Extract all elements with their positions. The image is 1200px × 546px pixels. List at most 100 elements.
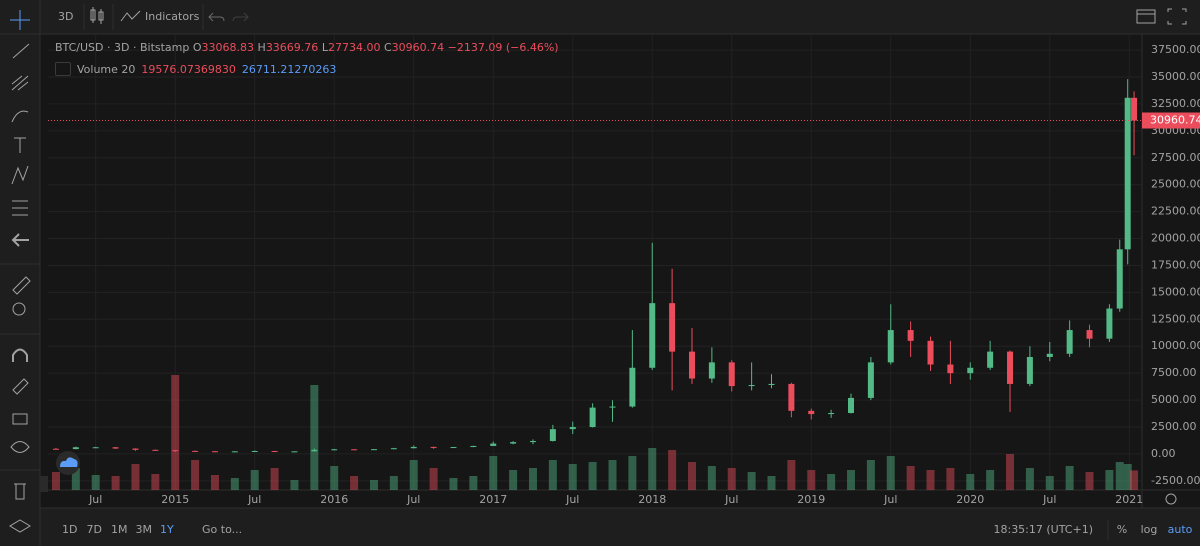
axes: -2500.00 0.00 2500.00 5000.00 7500.00 10000.0… [88, 43, 1200, 506]
undo-button[interactable] [208, 12, 225, 22]
volume-bar [628, 456, 637, 490]
settings-button[interactable] [1165, 493, 1177, 505]
candle-body [331, 449, 338, 451]
y-tick-label: 17500.00 [1151, 258, 1200, 271]
percent-toggle[interactable]: % [1117, 523, 1127, 536]
candle-body [887, 330, 894, 363]
range-button[interactable]: 1M [111, 523, 128, 536]
legend: BTC/USD · 3D · Bitstamp O33068.83 H33669… [55, 41, 559, 76]
magnet-tool[interactable] [12, 348, 28, 363]
volume-ma-value: 26711.21270263 [241, 62, 337, 76]
volume-bar [1130, 470, 1139, 490]
candle-body [728, 362, 735, 387]
candle-body [828, 413, 835, 415]
y-tick-label: 37500.00 [1151, 43, 1200, 56]
redo-button[interactable] [232, 12, 249, 22]
auto-toggle[interactable]: auto [1168, 523, 1193, 536]
y-tick-label: 0.00 [1151, 447, 1176, 460]
layers-tool[interactable] [9, 519, 31, 533]
volume-bar [71, 468, 80, 490]
pattern-tool[interactable] [11, 165, 29, 185]
fullscreen-button[interactable] [1167, 8, 1187, 25]
volume-bar [747, 472, 756, 490]
zoom-tool[interactable] [12, 302, 26, 316]
candle-body [529, 441, 536, 443]
log-toggle[interactable]: log [1141, 523, 1158, 536]
x-tick-label: 2019 [797, 493, 825, 506]
volume-bar [290, 480, 299, 490]
brush-tool[interactable] [11, 110, 29, 123]
candle-body [927, 340, 934, 365]
y-tick-label: -2500.00 [1151, 474, 1200, 487]
candle-body [748, 385, 755, 387]
volume-bar [270, 468, 279, 490]
candle-body [192, 450, 199, 452]
ruler-tool[interactable] [12, 276, 31, 295]
x-tick-label: Jul [883, 493, 897, 506]
open-key: O [192, 41, 202, 54]
collapse-button[interactable] [40, 476, 48, 492]
range-button[interactable]: 7D [87, 523, 102, 536]
layout-button[interactable] [1136, 9, 1156, 24]
fib-tool[interactable] [11, 75, 29, 91]
candle-body [430, 446, 437, 448]
y-tick-label: 2500.00 [1151, 420, 1197, 433]
left-toolbar [0, 0, 40, 546]
candle-body [172, 450, 179, 452]
candle-body [490, 443, 497, 446]
candle-body [1124, 97, 1131, 250]
y-tick-label: 7500.00 [1151, 366, 1197, 379]
candle-body [987, 351, 994, 368]
volume-bar [847, 470, 856, 490]
chart-type-button[interactable] [90, 7, 104, 24]
candle-body [132, 448, 139, 450]
range-button[interactable]: 1Y [160, 523, 174, 536]
trend-line-tool[interactable] [12, 43, 30, 59]
volume-bar [230, 478, 239, 490]
candle-body [549, 429, 556, 441]
candle-body [251, 451, 258, 453]
lock-tool[interactable] [12, 413, 28, 425]
volume-series [51, 375, 1139, 490]
volume-bar [1105, 470, 1114, 490]
close-key: C [383, 41, 392, 54]
crosshair-tool[interactable] [10, 10, 30, 30]
volume-bar [210, 475, 219, 490]
collapse-legend-button[interactable] [55, 62, 71, 76]
x-tick-label: Jul [724, 493, 738, 506]
volume-bar [687, 462, 696, 490]
trash-tool[interactable] [14, 483, 26, 500]
measure-tool[interactable] [12, 200, 28, 216]
volume-bar [151, 474, 160, 490]
volume-bar [608, 460, 617, 490]
goto-button[interactable]: Go to... [202, 523, 242, 536]
candle-body [72, 447, 79, 450]
volume-bar [886, 456, 895, 490]
text-tool[interactable] [14, 137, 26, 153]
volume-bar [489, 456, 498, 490]
volume-bar [926, 470, 935, 490]
volume-bar [191, 460, 200, 490]
candle-body [1086, 330, 1093, 339]
volume-bar [966, 474, 975, 490]
x-tick-label: Jul [247, 493, 261, 506]
candle-body [370, 449, 377, 451]
back-tool[interactable] [11, 233, 29, 247]
candle-body [1046, 353, 1053, 357]
volume-bar [310, 385, 319, 490]
interval-button[interactable]: 3D [58, 10, 73, 23]
candle-body [211, 451, 218, 453]
visibility-tool[interactable] [10, 441, 30, 453]
candle-body [808, 410, 815, 415]
x-tick-label: Jul [1042, 493, 1056, 506]
volume-bar [171, 375, 180, 490]
range-button[interactable]: 3M [136, 523, 153, 536]
indicators-icon [120, 10, 141, 22]
volume-bar [91, 475, 100, 490]
indicators-button[interactable]: Indicators [145, 10, 200, 23]
lock-drawing-tool[interactable] [12, 378, 29, 395]
grid [48, 35, 1142, 490]
range-button[interactable]: 1D [62, 523, 77, 536]
